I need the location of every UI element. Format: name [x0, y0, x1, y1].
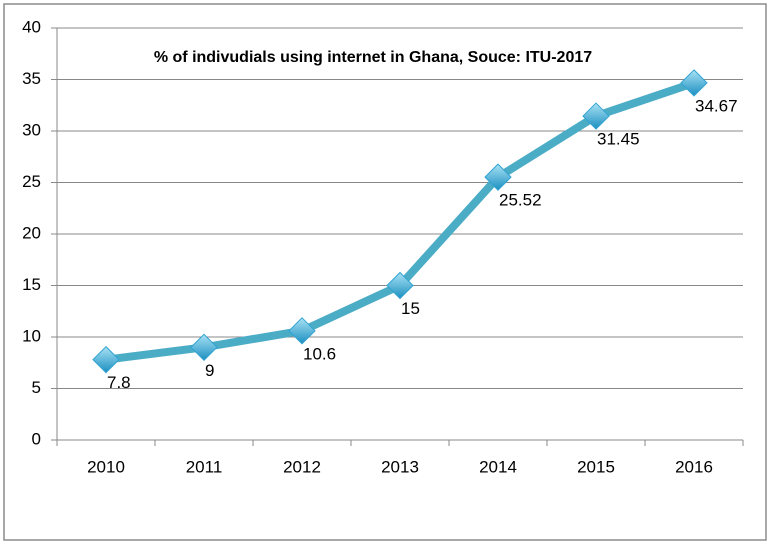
y-tick-label: 5	[32, 378, 41, 397]
data-label: 25.52	[499, 191, 542, 210]
data-label: 10.6	[303, 344, 336, 363]
marker	[190, 333, 218, 362]
y-tick-label: 0	[32, 429, 41, 448]
y-tick-label: 40	[22, 17, 41, 36]
marker	[484, 163, 512, 191]
data-label: 9	[205, 361, 214, 380]
x-tick-label: 2015	[577, 457, 615, 476]
data-label: 31.45	[597, 130, 640, 149]
x-tick-label: 2013	[381, 457, 419, 476]
marker	[92, 345, 120, 374]
y-tick-label: 10	[22, 326, 41, 345]
y-tick-label: 30	[22, 120, 41, 139]
y-tick-label: 25	[22, 172, 41, 191]
data-label: 15	[401, 299, 420, 318]
x-tick-label: 2016	[675, 457, 713, 476]
chart-title: % of indivudials using internet in Ghana…	[154, 49, 592, 66]
chart-frame	[3, 3, 767, 541]
marker	[386, 271, 414, 300]
x-tick-label: 2012	[283, 457, 321, 476]
marker	[582, 102, 610, 130]
marker	[680, 69, 708, 97]
x-tick-label: 2014	[479, 457, 517, 476]
y-tick-label: 20	[22, 223, 41, 242]
marker	[288, 317, 316, 345]
y-tick-label: 35	[22, 69, 41, 88]
data-label: 34.67	[695, 96, 738, 115]
data-label: 7.8	[107, 373, 131, 392]
x-tick-label: 2010	[87, 457, 125, 476]
y-tick-label: 15	[22, 275, 41, 294]
x-tick-label: 2011	[186, 457, 223, 476]
